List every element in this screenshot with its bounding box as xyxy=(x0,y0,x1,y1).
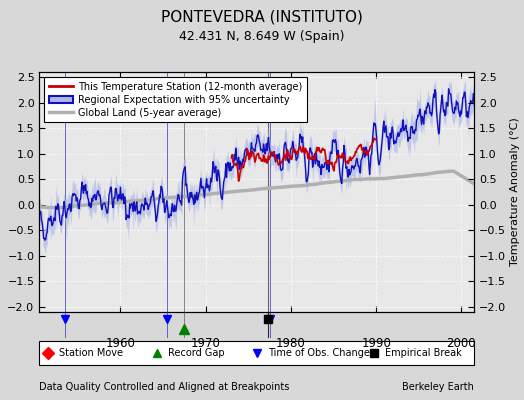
Text: 42.431 N, 8.649 W (Spain): 42.431 N, 8.649 W (Spain) xyxy=(179,30,345,43)
Text: 1980: 1980 xyxy=(276,338,305,350)
Text: 1990: 1990 xyxy=(361,338,391,350)
Text: Berkeley Earth: Berkeley Earth xyxy=(402,382,474,392)
Text: 2000: 2000 xyxy=(446,338,476,350)
Text: Time of Obs. Change: Time of Obs. Change xyxy=(268,348,369,358)
Text: 1970: 1970 xyxy=(191,338,221,350)
FancyBboxPatch shape xyxy=(39,341,474,365)
Legend: This Temperature Station (12-month average), Regional Expectation with 95% uncer: This Temperature Station (12-month avera… xyxy=(44,77,307,122)
Text: 1960: 1960 xyxy=(105,338,135,350)
Text: Data Quality Controlled and Aligned at Breakpoints: Data Quality Controlled and Aligned at B… xyxy=(39,382,290,392)
Text: Empirical Break: Empirical Break xyxy=(385,348,462,358)
Y-axis label: Temperature Anomaly (°C): Temperature Anomaly (°C) xyxy=(510,118,520,266)
Text: Station Move: Station Move xyxy=(59,348,123,358)
Text: PONTEVEDRA (INSTITUTO): PONTEVEDRA (INSTITUTO) xyxy=(161,10,363,25)
Text: Record Gap: Record Gap xyxy=(168,348,224,358)
